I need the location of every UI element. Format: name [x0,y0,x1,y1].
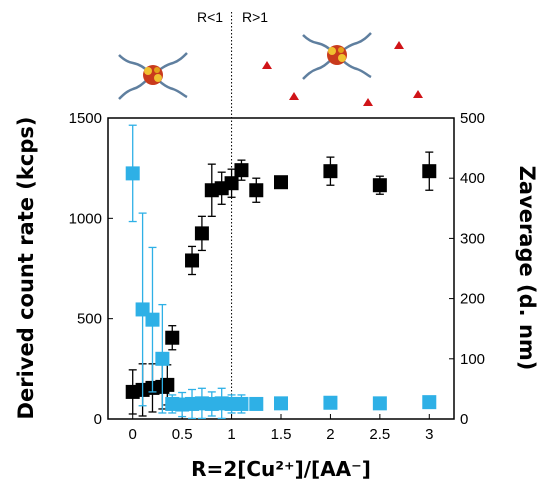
x-tick-label: 3 [425,426,433,443]
triangle-marker-5 [413,90,423,98]
y-left-tick-label: 1500 [69,110,102,127]
x-tick-label: 2 [326,426,334,443]
triangle-marker-3 [394,41,404,49]
y-right-tick-label: 200 [460,291,485,308]
y-left-axis-label: Derived count rate (kcps) [14,117,38,420]
zaverage-point [422,395,437,410]
y-right-tick-label: 0 [460,411,468,428]
zaverage-point [323,395,338,410]
count-rate-point [234,163,249,178]
x-tick-label: 2.5 [369,426,390,443]
zaverage-point [249,396,264,411]
zaverage-point [125,166,140,181]
zaverage-point [145,312,160,327]
y-right-tick-label: 500 [460,110,485,127]
inset-illustration: R<1 R>1 [117,9,423,106]
x-tick-label: 0 [129,426,137,443]
nanoparticle-left-icon [117,51,189,101]
plot-frame [107,117,455,420]
zaverage-point [234,396,249,411]
x-tick-label: 0.5 [172,426,193,443]
triangle-marker-4 [363,98,373,106]
x-tick-label: 1 [227,426,235,443]
count-rate-point [185,253,200,268]
nanoparticle-right-icon [301,31,373,81]
count-rate-point [372,178,387,193]
region-label-left: R<1 [197,9,223,25]
count-rate-point [224,176,239,191]
count-rate-point [422,164,437,179]
x-axis-ticks: 0 0.5 1 1.5 2 2.5 3 [129,414,433,443]
count-rate-point [249,183,264,198]
zaverage-point [274,396,288,411]
y-left-axis-ticks: 0 500 1000 1500 [69,110,113,428]
x-tick-label: 1.5 [271,426,292,443]
zaverage-point [372,396,387,411]
y-right-tick-label: 100 [460,351,485,368]
triangle-marker-1 [262,61,272,69]
count-rate-point [323,164,338,179]
x-axis-label: R=2[Cu²⁺]/[AA⁻] [191,457,371,481]
triangle-marker-2 [289,92,299,100]
count-rate-point [194,226,209,241]
count-rate-point [165,330,180,345]
data-marks [125,124,437,420]
y-right-tick-label: 300 [460,230,485,247]
zaverage-point [155,351,170,366]
count-rate-point [274,175,288,190]
y-right-axis-ticks: 0 100 200 300 400 500 [449,110,485,428]
y-right-tick-label: 400 [460,170,485,187]
y-left-tick-label: 1000 [69,210,102,227]
count-rate-point [160,377,175,392]
y-left-tick-label: 0 [94,411,102,428]
y-right-axis-label: Zaverage (d. nm) [515,166,539,371]
region-label-right: R>1 [242,9,268,25]
y-left-tick-label: 500 [77,311,102,328]
